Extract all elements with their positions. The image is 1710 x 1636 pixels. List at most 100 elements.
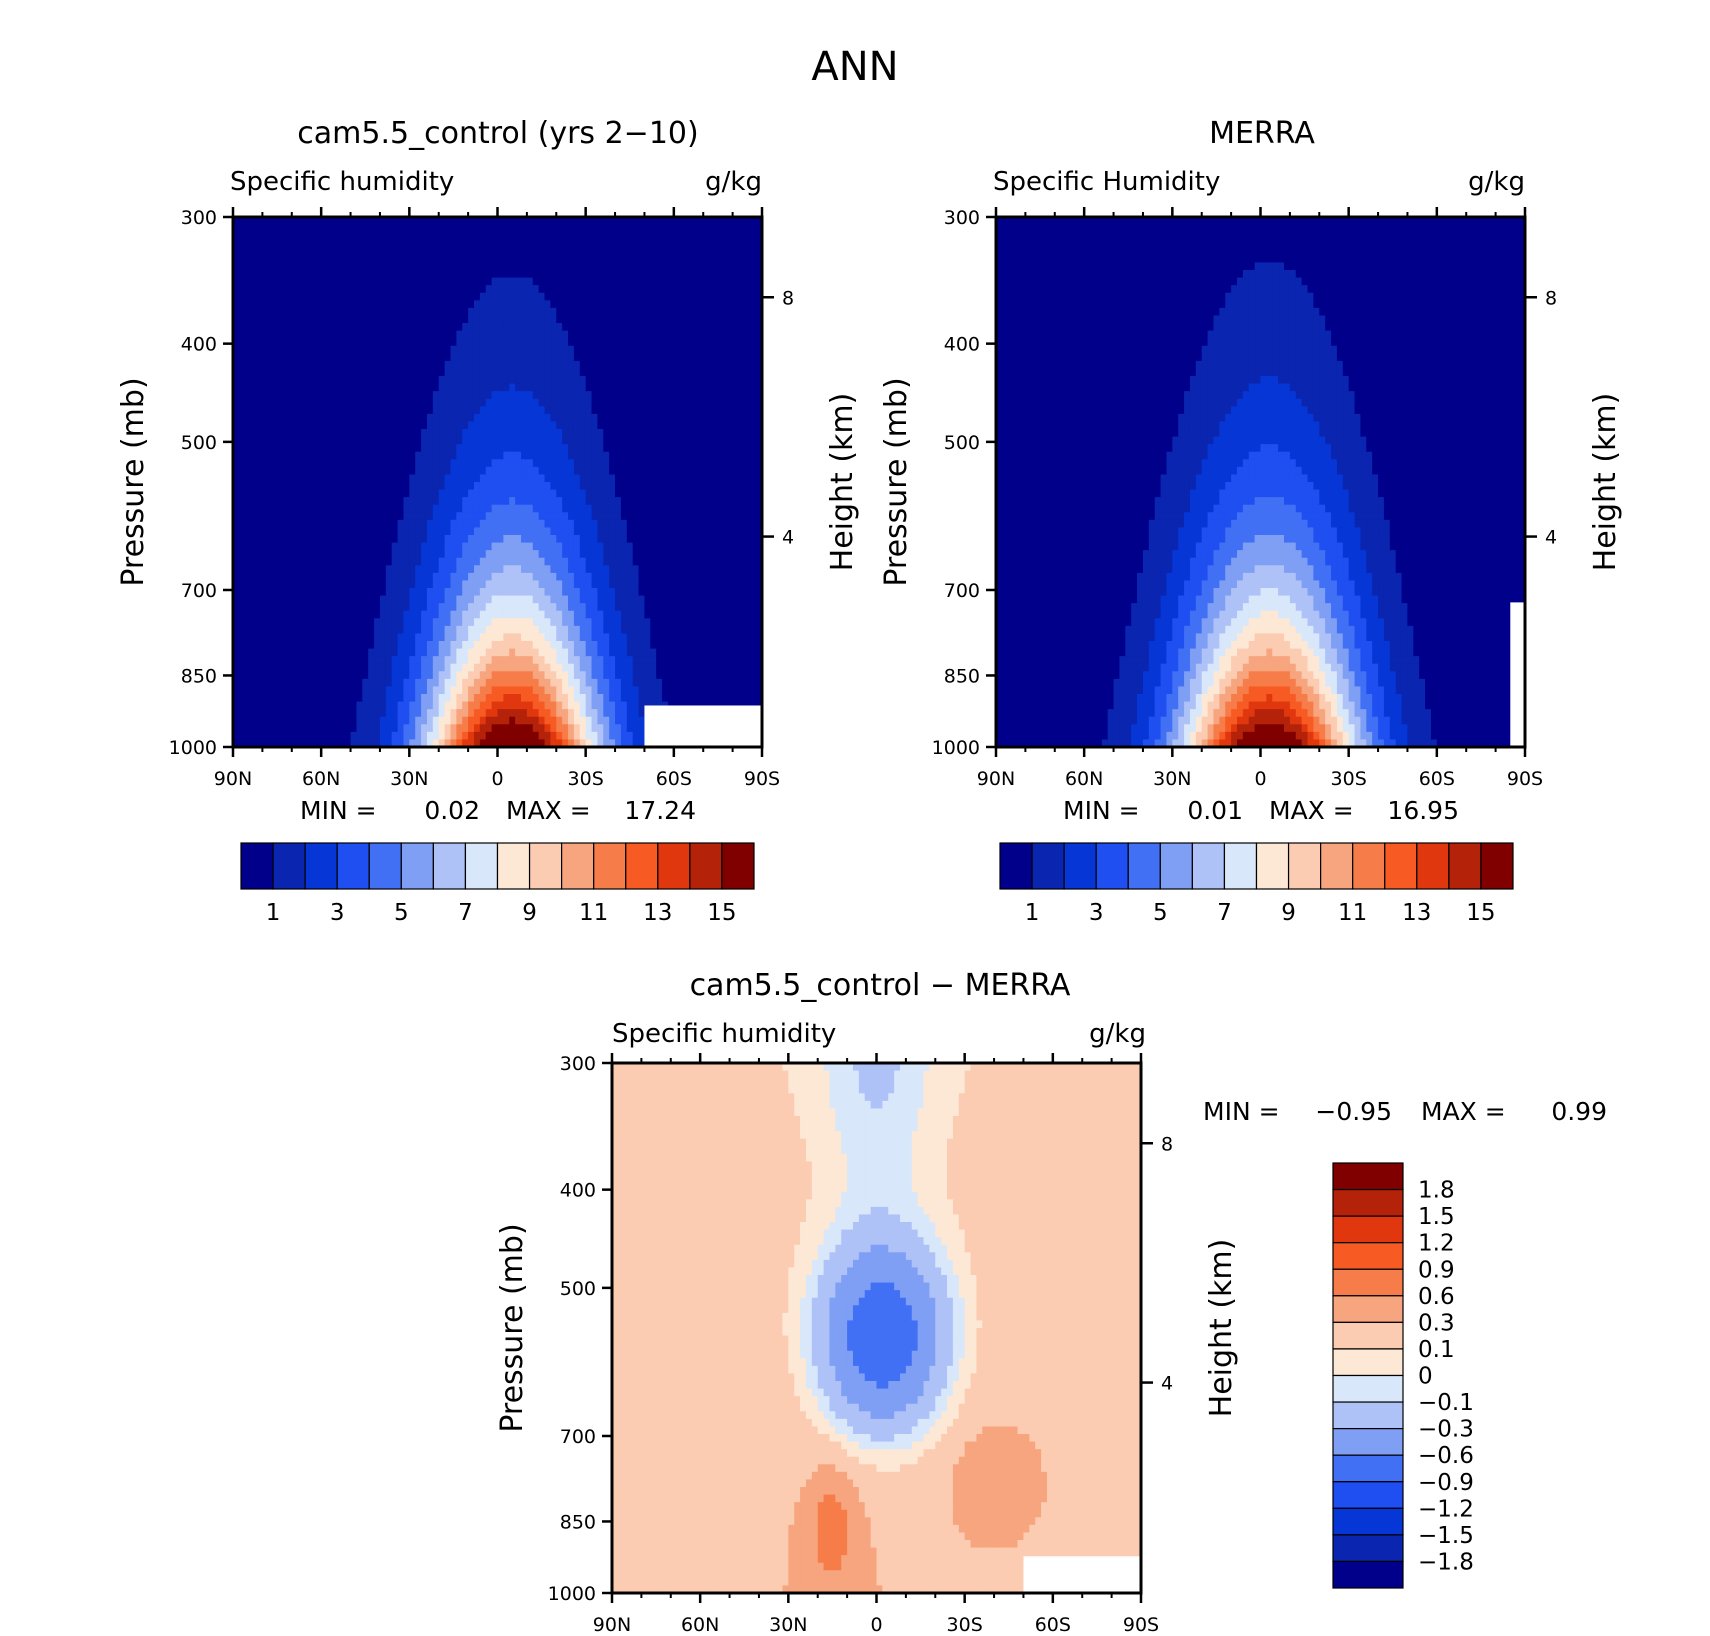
field-cell <box>498 482 504 490</box>
field-cell <box>333 262 339 270</box>
field-cell <box>321 520 327 528</box>
field-cell <box>374 474 380 482</box>
field-cell <box>503 429 509 437</box>
field-cell <box>268 437 274 445</box>
field-cell <box>621 384 627 392</box>
field-cell <box>450 399 456 407</box>
field-cell <box>456 664 462 672</box>
field-cell <box>615 505 621 513</box>
field-cell <box>462 293 468 301</box>
field-cell <box>450 618 456 626</box>
field-cell <box>292 467 298 475</box>
field-cell <box>327 505 333 513</box>
field-cell <box>562 293 568 301</box>
field-cell <box>368 580 374 588</box>
field-cell <box>639 429 645 437</box>
field-cell <box>586 732 592 740</box>
field-cell <box>527 338 533 346</box>
field-cell <box>356 452 362 460</box>
field-cell <box>550 709 556 717</box>
field-cell <box>333 315 339 323</box>
field-cell <box>403 376 409 384</box>
field-cell <box>633 490 639 498</box>
field-cell <box>468 323 474 331</box>
field-cell <box>398 558 404 566</box>
field-cell <box>480 490 486 498</box>
field-cell <box>527 641 533 649</box>
field-cell <box>339 459 345 467</box>
field-cell <box>398 482 404 490</box>
field-cell <box>533 285 539 293</box>
field-cell <box>251 641 257 649</box>
field-cell <box>545 588 551 596</box>
field-cell <box>492 717 498 725</box>
field-cell <box>545 285 551 293</box>
field-cell <box>368 633 374 641</box>
field-cell <box>403 732 409 740</box>
field-cell <box>421 399 427 407</box>
field-cell <box>445 626 451 634</box>
field-cell <box>539 240 545 248</box>
field-cell <box>492 543 498 551</box>
field-cell <box>315 709 321 717</box>
field-cell <box>315 338 321 346</box>
field-cell <box>268 300 274 308</box>
field-cell <box>509 399 515 407</box>
field-cell <box>374 671 380 679</box>
field-cell <box>356 717 362 725</box>
field-cell <box>574 543 580 551</box>
field-cell <box>515 618 521 626</box>
field-cell <box>503 247 509 255</box>
field-cell <box>450 543 456 551</box>
field-cell <box>480 497 486 505</box>
field-cell <box>603 459 609 467</box>
field-cell <box>398 346 404 354</box>
field-cell <box>539 255 545 263</box>
field-cell <box>609 482 615 490</box>
field-cell <box>427 225 433 233</box>
field-cell <box>515 255 521 263</box>
field-cell <box>380 709 386 717</box>
field-cell <box>362 421 368 429</box>
field-cell <box>392 308 398 316</box>
field-cell <box>415 626 421 634</box>
field-cell <box>539 331 545 339</box>
field-cell <box>515 709 521 717</box>
field-cell <box>609 512 615 520</box>
field-cell <box>592 467 598 475</box>
field-cell <box>427 565 433 573</box>
field-cell <box>274 565 280 573</box>
field-cell <box>639 512 645 520</box>
field-cell <box>380 285 386 293</box>
field-cell <box>597 535 603 543</box>
field-cell <box>427 664 433 672</box>
field-cell <box>239 709 245 717</box>
field-cell <box>345 361 351 369</box>
field-cell <box>503 414 509 422</box>
field-cell <box>539 278 545 286</box>
field-cell <box>574 618 580 626</box>
field-cell <box>321 490 327 498</box>
field-cell <box>327 437 333 445</box>
field-cell <box>509 649 515 657</box>
field-cell <box>568 225 574 233</box>
field-cell <box>498 437 504 445</box>
field-cell <box>556 649 562 657</box>
field-cell <box>368 293 374 301</box>
field-cell <box>374 376 380 384</box>
field-cell <box>474 429 480 437</box>
field-cell <box>498 550 504 558</box>
field-cell <box>374 384 380 392</box>
field-cell <box>380 300 386 308</box>
field-cell <box>480 247 486 255</box>
field-cell <box>351 331 357 339</box>
field-cell <box>503 603 509 611</box>
field-cell <box>321 702 327 710</box>
field-cell <box>633 588 639 596</box>
field-cell <box>433 490 439 498</box>
field-cell <box>304 278 310 286</box>
field-cell <box>386 679 392 687</box>
field-cell <box>474 656 480 664</box>
field-cell <box>597 421 603 429</box>
field-cell <box>586 709 592 717</box>
